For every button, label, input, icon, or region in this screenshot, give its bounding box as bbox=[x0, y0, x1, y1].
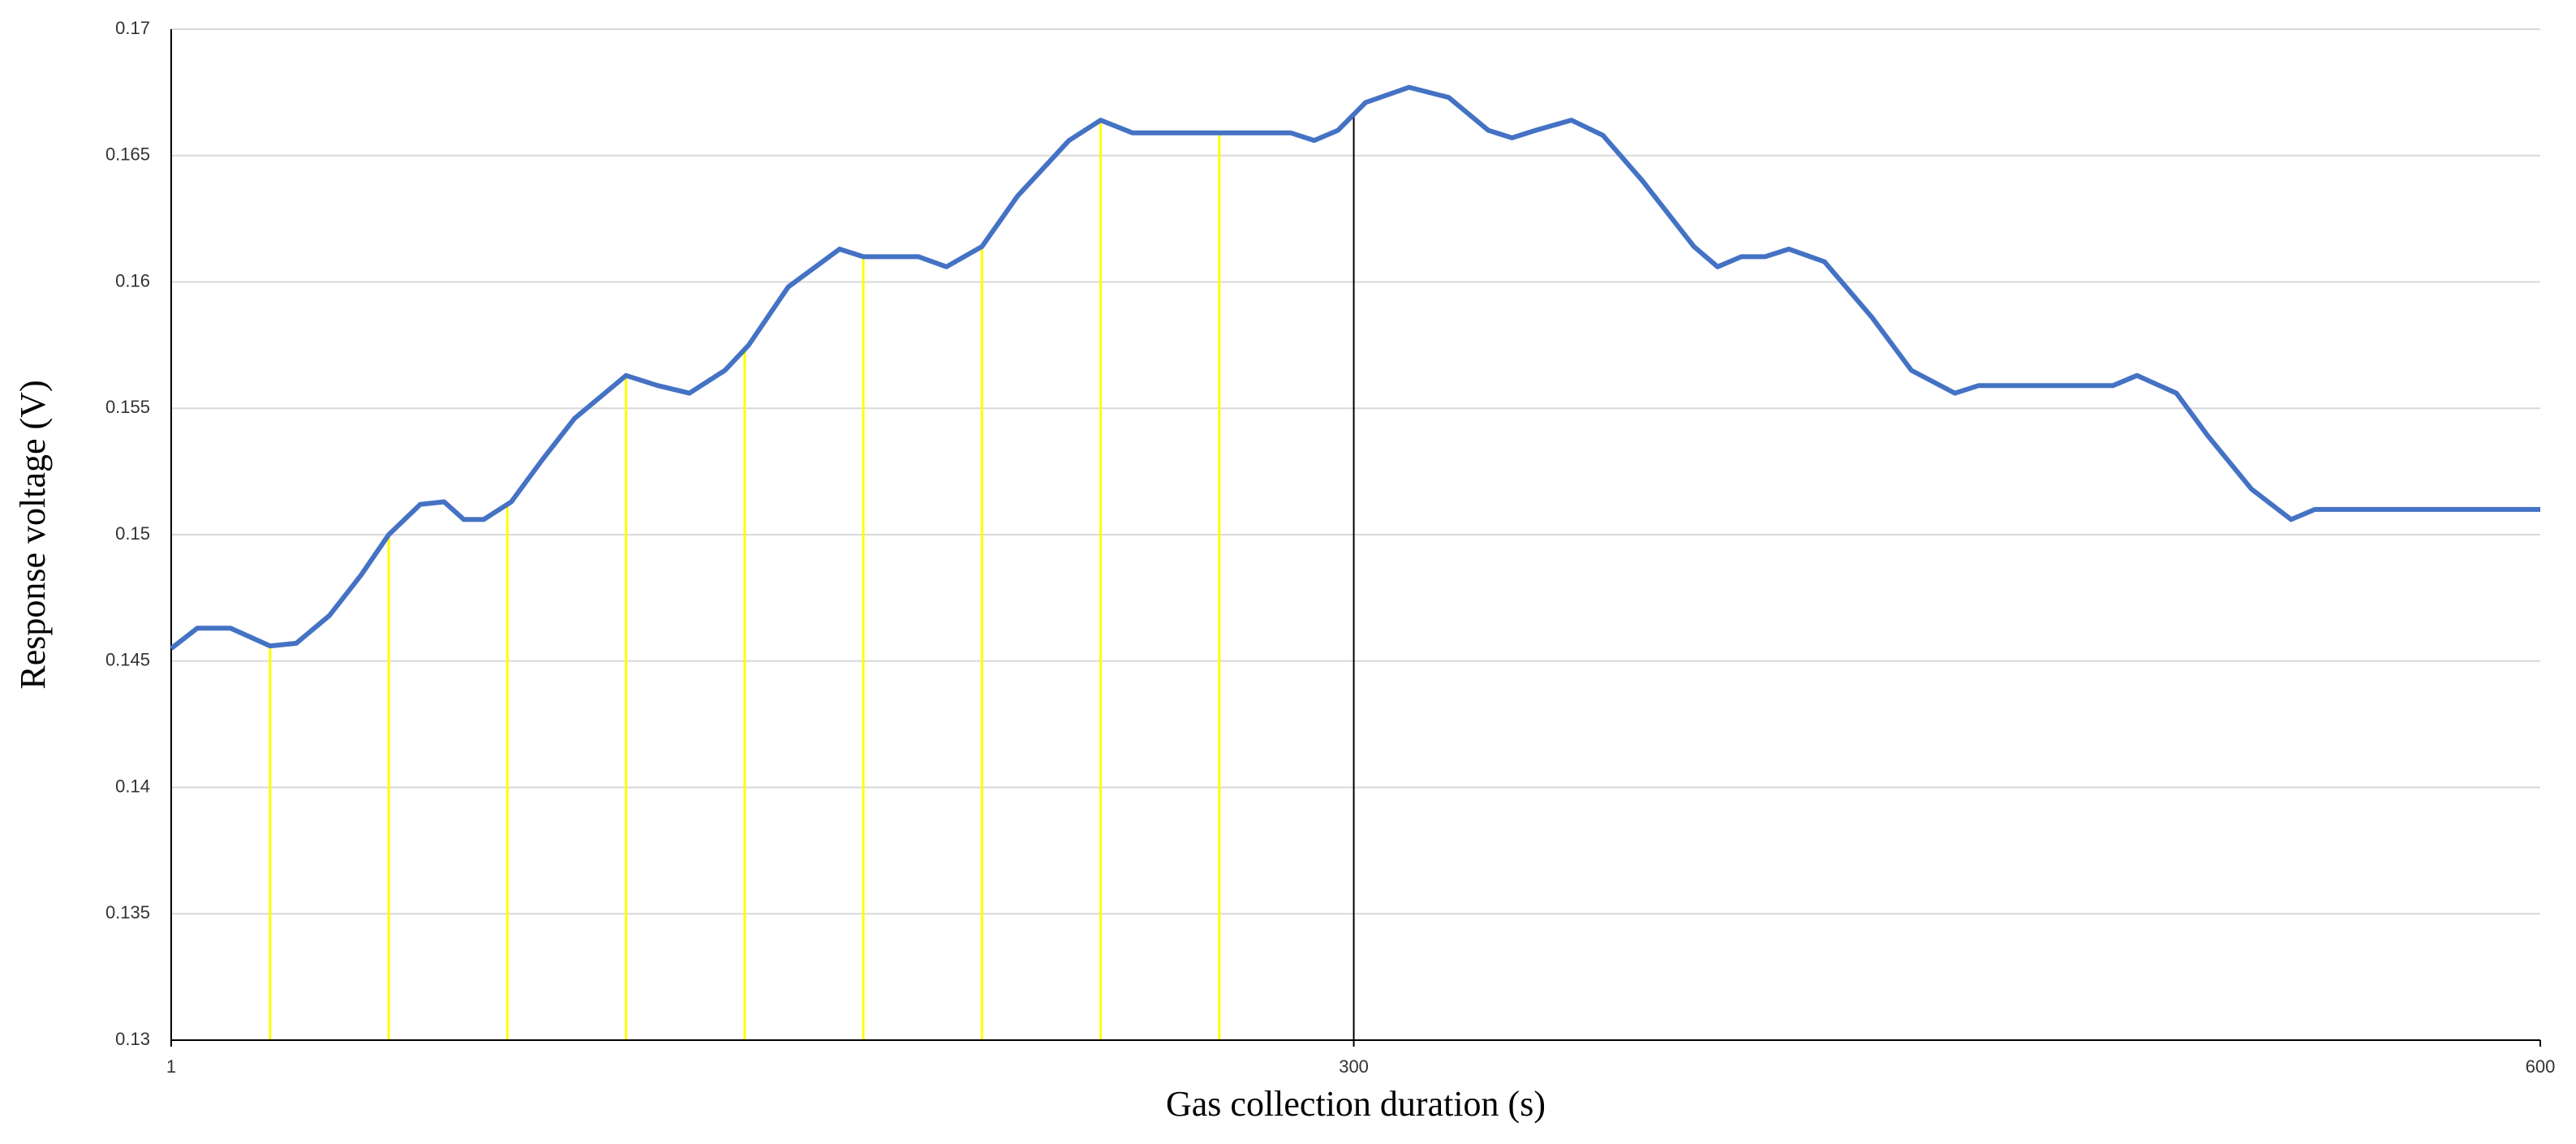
x-axis-title: Gas collection duration (s) bbox=[1166, 1084, 1546, 1124]
y-tick-label: 0.165 bbox=[105, 144, 150, 165]
y-tick-label: 0.13 bbox=[115, 1029, 150, 1049]
y-tick-label: 0.145 bbox=[105, 650, 150, 670]
x-tick-label: 600 bbox=[2526, 1056, 2556, 1077]
data-line bbox=[170, 84, 2540, 651]
y-tick-label: 0.15 bbox=[115, 523, 150, 544]
x-tick-label: 300 bbox=[1339, 1056, 1369, 1077]
y-tick-label: 0.17 bbox=[115, 18, 150, 38]
y-tick-label: 0.14 bbox=[115, 776, 150, 796]
x-tick-label: 1 bbox=[166, 1056, 176, 1077]
y-axis-title: Response voltage (V) bbox=[13, 380, 53, 689]
y-tick-label: 0.135 bbox=[105, 902, 150, 923]
y-tick-label: 0.155 bbox=[105, 397, 150, 417]
y-tick-label: 0.16 bbox=[115, 270, 150, 290]
